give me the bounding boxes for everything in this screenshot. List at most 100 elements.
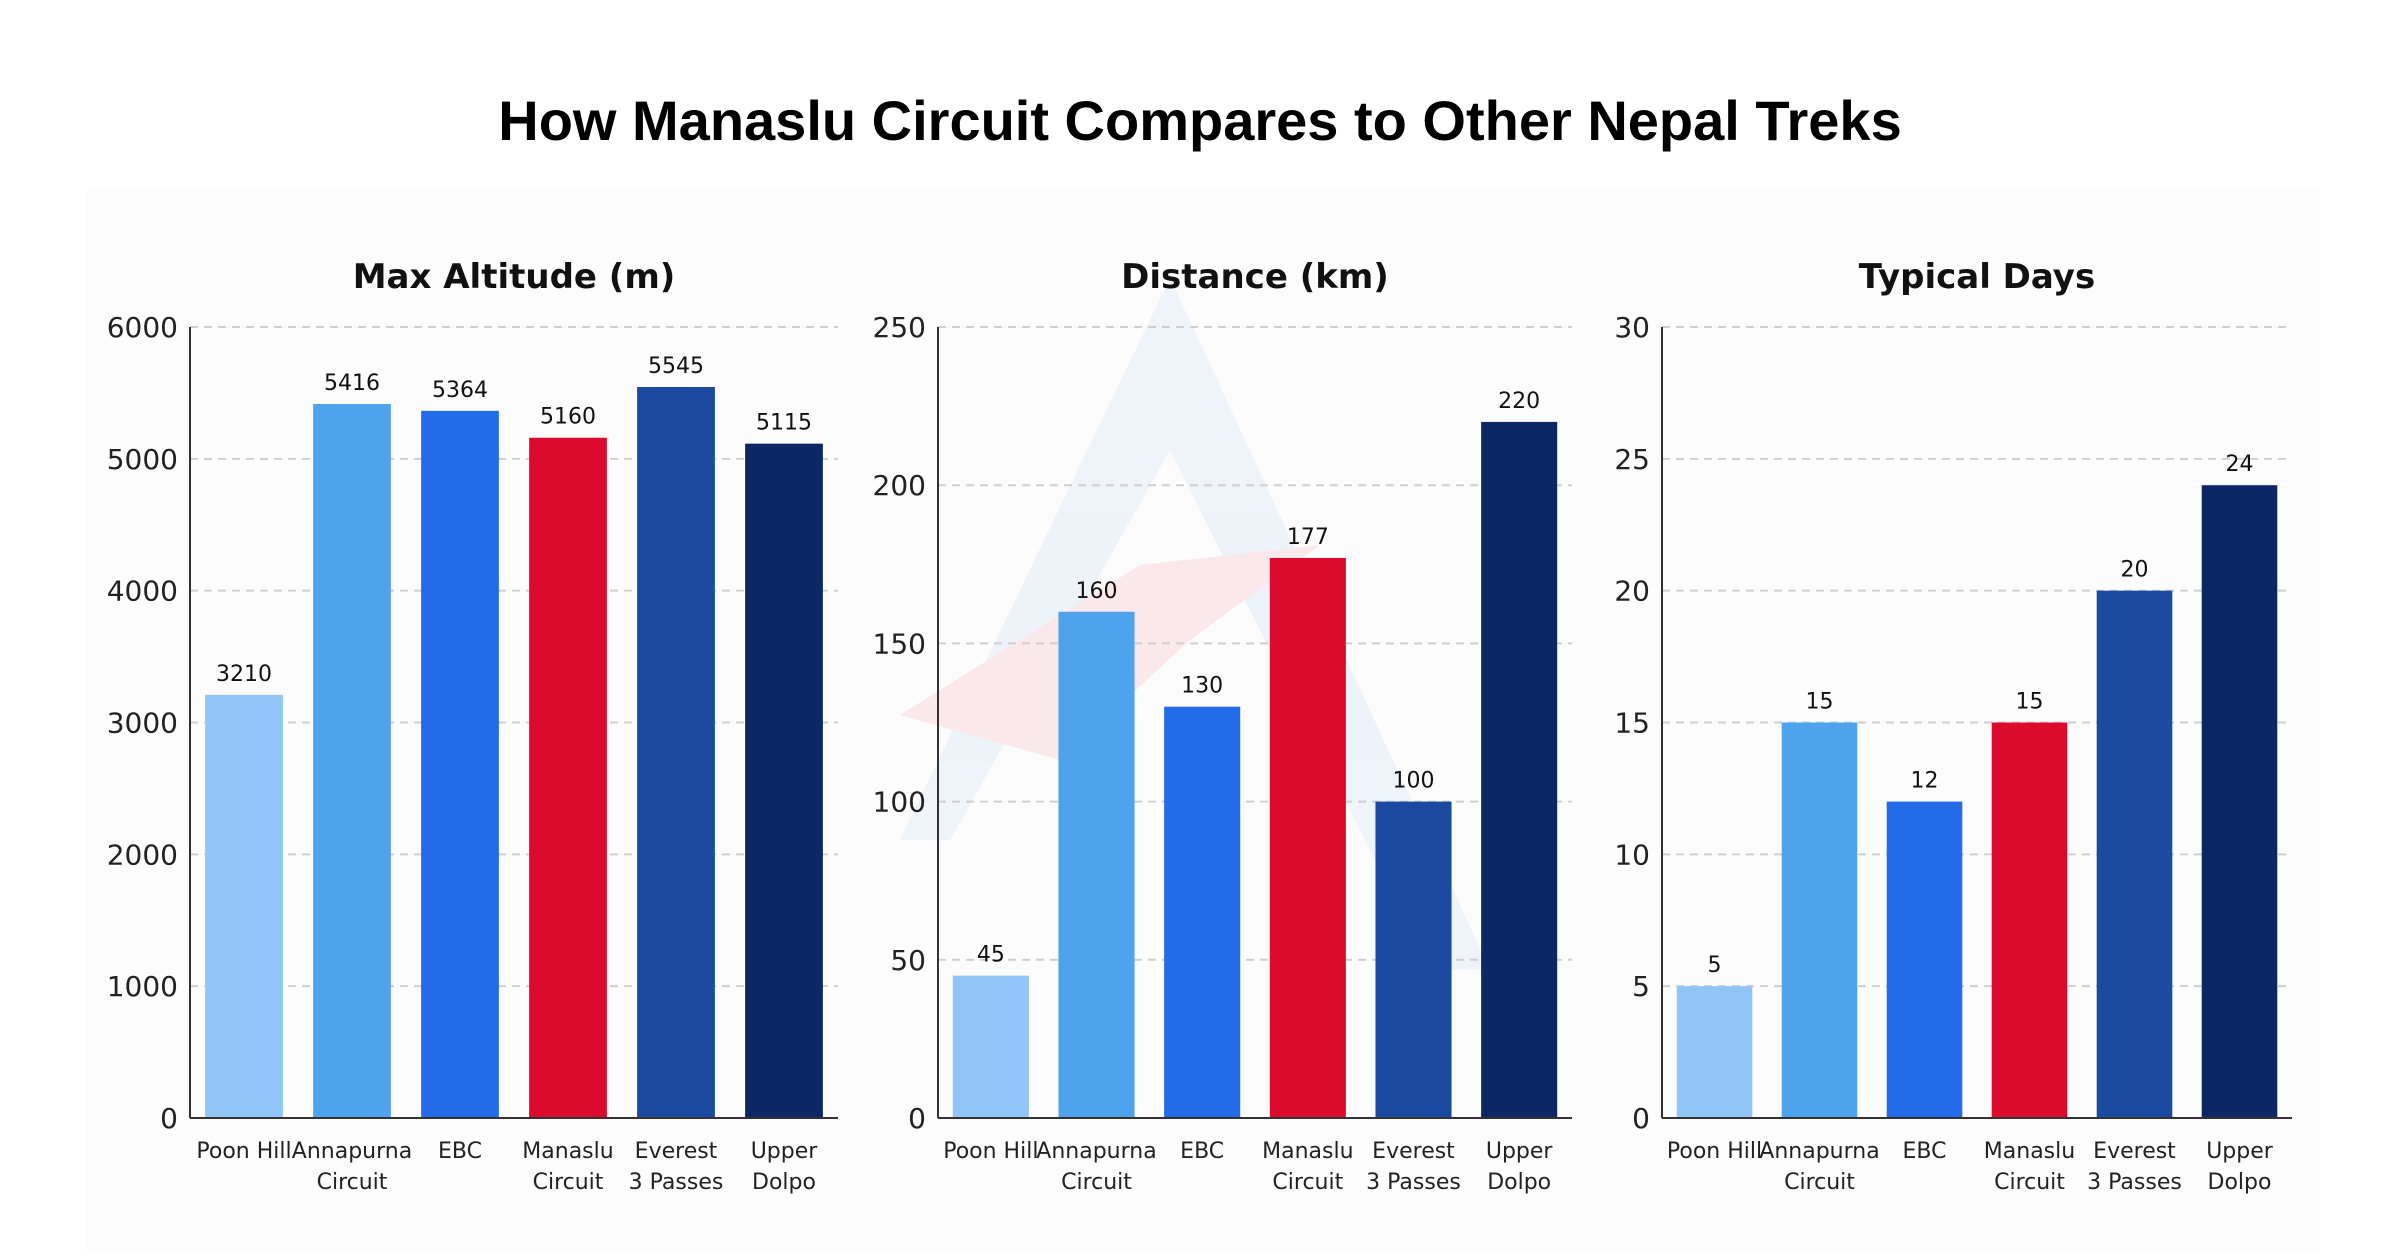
y-tick-label: 0 (160, 1102, 178, 1135)
y-tick-label: 100 (873, 786, 926, 819)
bar-everest-3-passes (1375, 801, 1452, 1118)
chart-title: Distance (km) (1121, 257, 1389, 297)
x-tick-label-line: Annapurna (292, 1139, 412, 1164)
bar-upper-dolpo (1481, 421, 1558, 1118)
chart-max-altitude-m: Max Altitude (m) 0 1000 2000 3000 4000 5000 600… (107, 257, 838, 1195)
bar-manaslu-circuit (529, 437, 607, 1118)
data-label: 24 (2226, 452, 2254, 477)
x-tick-label: Upper Dolpo (751, 1139, 819, 1195)
data-label: 220 (1498, 389, 1540, 414)
chart-title: Max Altitude (m) (353, 257, 676, 297)
data-label: 130 (1181, 674, 1223, 699)
x-tick-label: Annapurna Circuit (1759, 1139, 1879, 1195)
data-label: 15 (2016, 690, 2044, 715)
bar-ebc (421, 410, 499, 1118)
data-label: 45 (977, 943, 1005, 968)
x-tick-label-line: Poon Hill (196, 1139, 291, 1164)
data-label: 5115 (756, 411, 812, 436)
data-label: 160 (1076, 579, 1118, 604)
x-tick-label: Poon Hill (196, 1139, 291, 1164)
x-tick-label: Everest 3 Passes (1366, 1139, 1461, 1195)
x-tick-label: Manaslu Circuit (522, 1139, 613, 1195)
y-tick-label: 6000 (107, 311, 178, 344)
y-tick-label: 30 (1614, 311, 1650, 344)
data-label: 5 (1708, 953, 1722, 978)
x-tick-label: EBC (1903, 1139, 1947, 1164)
y-tick-label: 5 (1632, 970, 1650, 1003)
x-tick-label-line: Circuit (1061, 1170, 1132, 1195)
x-tick-label-line: Circuit (1272, 1170, 1343, 1195)
bar-poon-hill (952, 975, 1029, 1118)
bar-annapurna-circuit (313, 403, 391, 1118)
data-label: 5364 (432, 378, 488, 403)
x-tick-label-line: Annapurna (1759, 1139, 1879, 1164)
y-tick-label: 2000 (107, 838, 178, 871)
x-tick-label-line: Upper (751, 1139, 819, 1164)
x-tick-label-line: Circuit (1784, 1170, 1855, 1195)
x-tick-label-line: Everest (1372, 1139, 1455, 1164)
y-tick-label: 10 (1614, 838, 1650, 871)
bar-manaslu-circuit (1991, 722, 2068, 1118)
data-label: 5545 (648, 354, 704, 379)
bar-poon-hill (205, 694, 283, 1118)
data-label: 15 (1806, 690, 1834, 715)
x-tick-label: Manaslu Circuit (1984, 1139, 2075, 1195)
x-tick-label-line: EBC (1903, 1139, 1947, 1164)
x-tick-label: Annapurna Circuit (1036, 1139, 1156, 1195)
chart-title: Typical Days (1859, 257, 2095, 297)
x-tick-label: Upper Dolpo (1486, 1139, 1554, 1195)
y-tick-label: 1000 (107, 970, 178, 1003)
x-tick-label-line: EBC (1180, 1139, 1224, 1164)
y-tick-label: 250 (873, 311, 926, 344)
data-label: 5160 (540, 405, 596, 430)
y-tick-label: 0 (908, 1102, 926, 1135)
x-tick-label-line: Everest (635, 1139, 718, 1164)
x-tick-label: EBC (438, 1139, 482, 1164)
x-tick-label-line: Poon Hill (943, 1139, 1038, 1164)
x-tick-label-line: Circuit (1994, 1170, 2065, 1195)
x-tick-label: Poon Hill (1667, 1139, 1762, 1164)
data-label: 3210 (216, 662, 272, 687)
bar-everest-3-passes (637, 386, 715, 1119)
y-tick-label: 25 (1614, 443, 1650, 476)
bar-annapurna-circuit (1781, 722, 1858, 1118)
x-tick-label: Manaslu Circuit (1262, 1139, 1353, 1195)
x-tick-label-line: Manaslu (522, 1139, 613, 1164)
x-tick-label-line: Circuit (533, 1170, 604, 1195)
x-tick-label-line: EBC (438, 1139, 482, 1164)
x-tick-label: Annapurna Circuit (292, 1139, 412, 1195)
chart-distance-km: Distance (km) 0 50 100 150 200 250 45 Poon Hill 1… (873, 257, 1572, 1195)
x-tick-label-line: Dolpo (752, 1170, 816, 1195)
y-tick-label: 200 (873, 469, 926, 502)
bar-ebc (1164, 706, 1241, 1118)
bar-annapurna-circuit (1058, 611, 1135, 1118)
x-tick-label-line: Everest (2093, 1139, 2176, 1164)
data-label: 5416 (324, 371, 380, 396)
x-tick-label-line: 3 Passes (1366, 1170, 1461, 1195)
y-tick-label: 4000 (107, 575, 178, 608)
x-tick-label: Poon Hill (943, 1139, 1038, 1164)
x-tick-label-line: Manaslu (1984, 1139, 2075, 1164)
x-tick-label-line: Poon Hill (1667, 1139, 1762, 1164)
data-label: 100 (1393, 769, 1435, 794)
x-tick-label-line: Manaslu (1262, 1139, 1353, 1164)
chart-typical-days: Typical Days 0 5 10 15 20 25 30 5 Poon Hill 15 Anna… (1614, 257, 2292, 1195)
y-tick-label: 150 (873, 627, 926, 660)
y-tick-label: 50 (890, 944, 926, 977)
bar-upper-dolpo (745, 443, 823, 1118)
x-tick-label-line: Annapurna (1036, 1139, 1156, 1164)
x-tick-label-line: Circuit (317, 1170, 388, 1195)
data-label: 20 (2121, 558, 2149, 583)
x-tick-label-line: Upper (2206, 1139, 2274, 1164)
x-tick-label: Everest 3 Passes (629, 1139, 724, 1195)
y-tick-label: 20 (1614, 575, 1650, 608)
y-tick-label: 15 (1614, 707, 1650, 740)
bar-upper-dolpo (2201, 485, 2278, 1118)
page-title: How Manaslu Circuit Compares to Other Ne… (498, 89, 1902, 152)
bar-manaslu-circuit (1269, 557, 1346, 1118)
x-tick-label: Everest 3 Passes (2087, 1139, 2182, 1195)
x-tick-label-line: Dolpo (1487, 1170, 1551, 1195)
y-tick-label: 0 (1632, 1102, 1650, 1135)
bar-poon-hill (1676, 986, 1753, 1118)
